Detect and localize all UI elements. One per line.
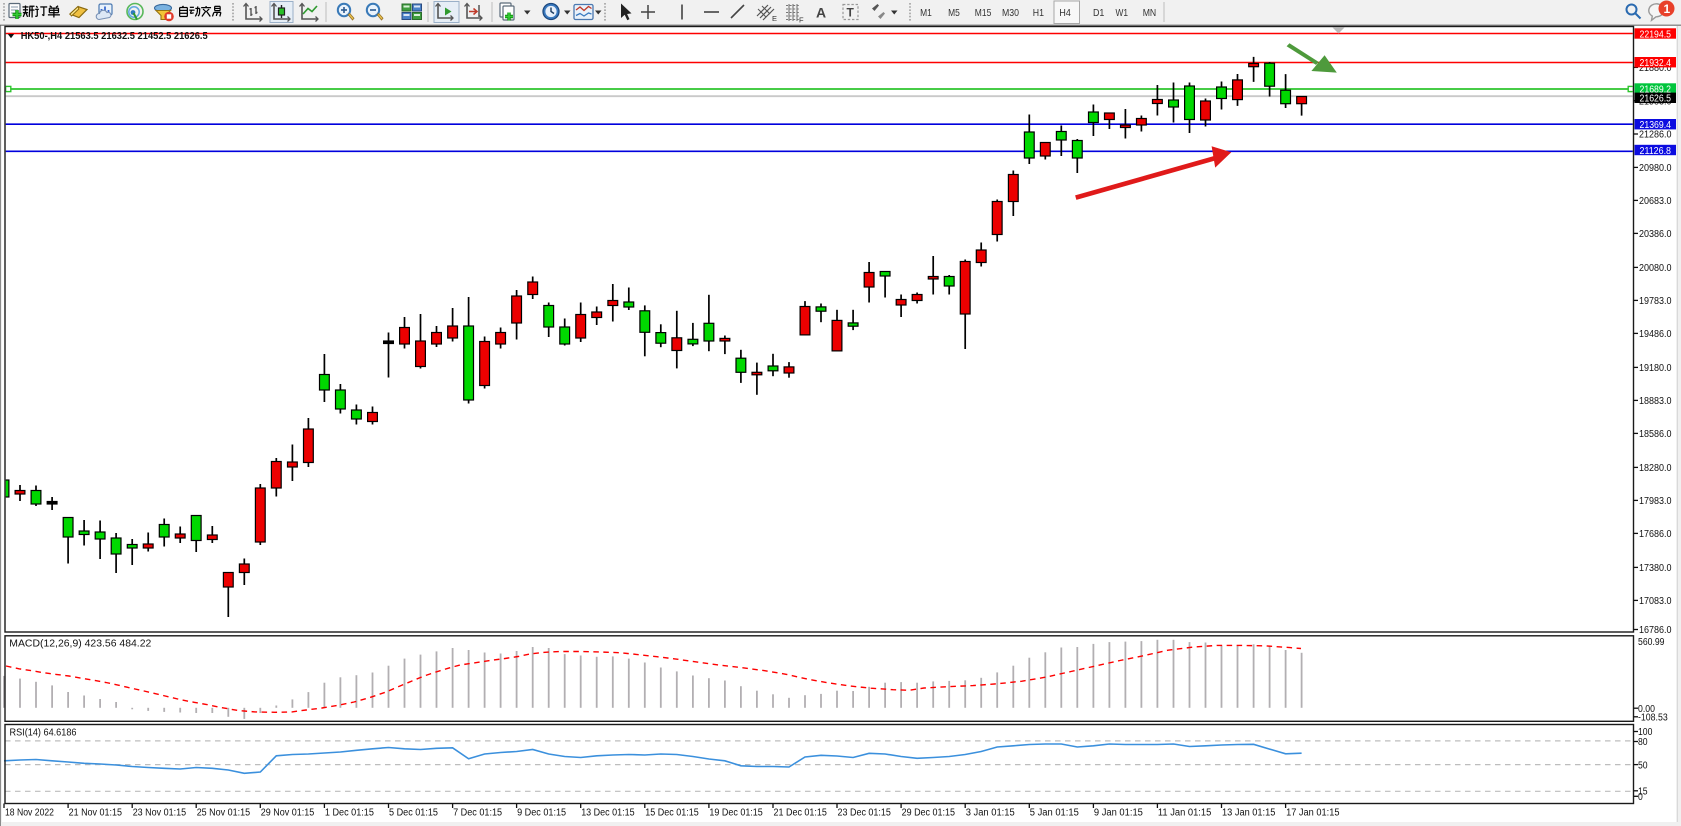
svg-text:15: 15 <box>1638 787 1648 798</box>
svg-text:19486.0: 19486.0 <box>1639 329 1672 340</box>
svg-text:29 Nov 01:15: 29 Nov 01:15 <box>261 808 315 819</box>
svg-text:18280.0: 18280.0 <box>1639 463 1672 474</box>
svg-text:50: 50 <box>1638 760 1648 771</box>
svg-text:7 Dec 01:15: 7 Dec 01:15 <box>453 808 502 819</box>
svg-text:1: 1 <box>1664 2 1671 16</box>
svg-text:13 Dec 01:15: 13 Dec 01:15 <box>581 808 635 819</box>
svg-text:M5: M5 <box>948 7 960 19</box>
svg-text:-108.53: -108.53 <box>1638 713 1668 724</box>
svg-text:29 Dec 01:15: 29 Dec 01:15 <box>902 808 956 819</box>
svg-text:21689.2: 21689.2 <box>1640 84 1672 95</box>
svg-text:E: E <box>772 14 777 23</box>
svg-text:RSI(14) 64.6186: RSI(14) 64.6186 <box>10 727 77 739</box>
svg-text:22194.5: 22194.5 <box>1640 29 1672 40</box>
svg-text:19783.0: 19783.0 <box>1639 296 1672 307</box>
svg-text:MACD(12,26,9) 423.56 484.22: MACD(12,26,9) 423.56 484.22 <box>9 638 151 650</box>
svg-text:21286.0: 21286.0 <box>1639 130 1672 141</box>
svg-text:D1: D1 <box>1093 7 1105 19</box>
svg-text:560.99: 560.99 <box>1638 637 1665 648</box>
svg-text:5 Jan 01:15: 5 Jan 01:15 <box>1030 808 1079 819</box>
svg-text:17983.0: 17983.0 <box>1639 496 1672 507</box>
svg-text:20386.0: 20386.0 <box>1639 229 1672 240</box>
svg-text:5 Dec 01:15: 5 Dec 01:15 <box>389 808 438 819</box>
svg-text:25 Nov 01:15: 25 Nov 01:15 <box>197 808 251 819</box>
svg-text:HK50-,H4 21563.5 21632.5 2145: HK50-,H4 21563.5 21632.5 21452.5 21626.5 <box>21 30 208 42</box>
svg-text:21932.4: 21932.4 <box>1640 58 1672 69</box>
svg-text:M1: M1 <box>920 7 932 19</box>
svg-text:16786.0: 16786.0 <box>1639 625 1672 636</box>
svg-text:21 Nov 01:15: 21 Nov 01:15 <box>69 808 123 819</box>
svg-text:0.00: 0.00 <box>1638 704 1655 715</box>
svg-text:100: 100 <box>1638 727 1653 738</box>
svg-text:A: A <box>816 5 826 21</box>
svg-text:MN: MN <box>1143 7 1157 19</box>
svg-text:18883.0: 18883.0 <box>1639 396 1672 407</box>
svg-text:13 Jan 01:15: 13 Jan 01:15 <box>1222 808 1276 819</box>
svg-text:17 Jan 01:15: 17 Jan 01:15 <box>1286 808 1340 819</box>
svg-text:H1: H1 <box>1033 7 1044 19</box>
svg-text:80: 80 <box>1638 737 1648 748</box>
svg-text:20080.0: 20080.0 <box>1639 263 1672 274</box>
svg-text:23 Nov 01:15: 23 Nov 01:15 <box>133 808 187 819</box>
svg-text:H4: H4 <box>1059 7 1071 19</box>
svg-text:11 Jan 01:15: 11 Jan 01:15 <box>1158 808 1212 819</box>
svg-text:20980.0: 20980.0 <box>1639 163 1672 174</box>
svg-text:18586.0: 18586.0 <box>1639 429 1672 440</box>
svg-text:F: F <box>799 16 804 25</box>
svg-text:21880.0: 21880.0 <box>1639 63 1672 74</box>
svg-text:20683.0: 20683.0 <box>1639 196 1672 207</box>
svg-text:M15: M15 <box>975 7 992 19</box>
svg-text:T: T <box>847 6 855 20</box>
svg-text:15 Dec 01:15: 15 Dec 01:15 <box>645 808 699 819</box>
svg-text:9 Dec 01:15: 9 Dec 01:15 <box>517 808 566 819</box>
svg-text:17083.0: 17083.0 <box>1639 596 1672 607</box>
svg-text:21626.5: 21626.5 <box>1640 94 1672 105</box>
svg-text:19 Dec 01:15: 19 Dec 01:15 <box>709 808 763 819</box>
svg-text:17686.0: 17686.0 <box>1639 529 1672 540</box>
svg-text:18 Nov 2022: 18 Nov 2022 <box>5 808 54 819</box>
svg-text:23 Dec 01:15: 23 Dec 01:15 <box>838 808 892 819</box>
svg-text:1 Dec 01:15: 1 Dec 01:15 <box>325 808 374 819</box>
svg-text:M30: M30 <box>1002 7 1019 19</box>
svg-text:21369.4: 21369.4 <box>1640 120 1672 131</box>
svg-text:17380.0: 17380.0 <box>1639 563 1672 574</box>
svg-text:W1: W1 <box>1116 7 1129 19</box>
svg-text:0: 0 <box>1638 792 1643 803</box>
svg-text:9 Jan 01:15: 9 Jan 01:15 <box>1094 808 1143 819</box>
svg-text:21 Dec 01:15: 21 Dec 01:15 <box>774 808 828 819</box>
svg-text:21126.8: 21126.8 <box>1640 146 1672 157</box>
svg-text:19180.0: 19180.0 <box>1639 363 1672 374</box>
svg-text:3 Jan 01:15: 3 Jan 01:15 <box>966 808 1015 819</box>
